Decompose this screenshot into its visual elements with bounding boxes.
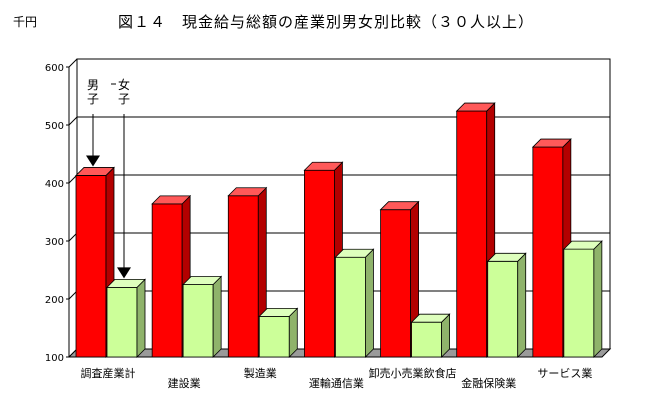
annotation-label: 子: [118, 92, 130, 106]
bar-female: [258, 315, 290, 358]
bar-male: [380, 209, 411, 358]
bar-top: [562, 240, 603, 250]
y-tick-label: 400: [45, 179, 64, 190]
y-tick-label: 200: [45, 295, 64, 306]
y-axis-unit-label: 千円: [13, 15, 38, 29]
bar-female: [182, 284, 214, 358]
bar-top: [258, 307, 299, 317]
bar-top: [227, 187, 268, 197]
y-tick-label: 300: [45, 237, 64, 248]
bar-top: [379, 201, 420, 211]
annotation-label: 女: [118, 77, 130, 92]
y-tick-label: 500: [45, 121, 64, 132]
x-tick-label: 製造業: [244, 366, 277, 380]
bar-male: [304, 169, 335, 358]
bar-top: [303, 161, 344, 171]
x-tick-label: サービス業: [537, 367, 592, 380]
x-tick-label: 調査産業計: [81, 366, 136, 380]
bar-top: [106, 278, 146, 288]
x-tick-label: 金融保険業: [461, 376, 516, 390]
x-tick-label: 卸売小売業飲食店: [369, 366, 457, 380]
bar-top: [531, 138, 572, 148]
x-tick-label: 運輸通信業: [309, 376, 364, 390]
bar-top: [410, 313, 451, 323]
grid-line-side: [68, 116, 78, 126]
bar-side: [593, 240, 603, 358]
annotation-label: 子: [87, 92, 99, 106]
bar-side: [365, 248, 374, 358]
y-tick-label: 600: [45, 63, 64, 74]
bar-female: [335, 256, 366, 358]
x-tick-label: 建設業: [168, 376, 201, 390]
bar-female: [563, 248, 595, 358]
bar-top: [75, 167, 115, 176]
annotation-arrow-head: [86, 155, 100, 167]
bar-male: [532, 146, 564, 358]
bar-side: [212, 275, 222, 358]
bar-top: [486, 252, 527, 262]
y-tick-label: 100: [45, 353, 64, 364]
bar-female: [411, 321, 442, 358]
chart-title: 図１４ 現金給与総額の産業別男女別比較（３０人以上）: [118, 13, 535, 31]
bar-top: [334, 248, 375, 258]
bar-male: [151, 203, 183, 358]
bar-female: [106, 286, 138, 358]
bar-male: [75, 175, 107, 358]
bar-top: [182, 276, 223, 285]
bar-side: [517, 252, 527, 358]
annotation-arrow-head: [117, 267, 131, 279]
grid-line-side: [68, 58, 78, 68]
bar-side: [136, 278, 146, 358]
bar-male: [456, 110, 488, 358]
bar-top: [455, 102, 496, 112]
annotation-label: 男: [87, 78, 99, 92]
bar-male: [227, 195, 259, 358]
bar-top: [151, 195, 192, 205]
bar-female: [487, 260, 519, 358]
